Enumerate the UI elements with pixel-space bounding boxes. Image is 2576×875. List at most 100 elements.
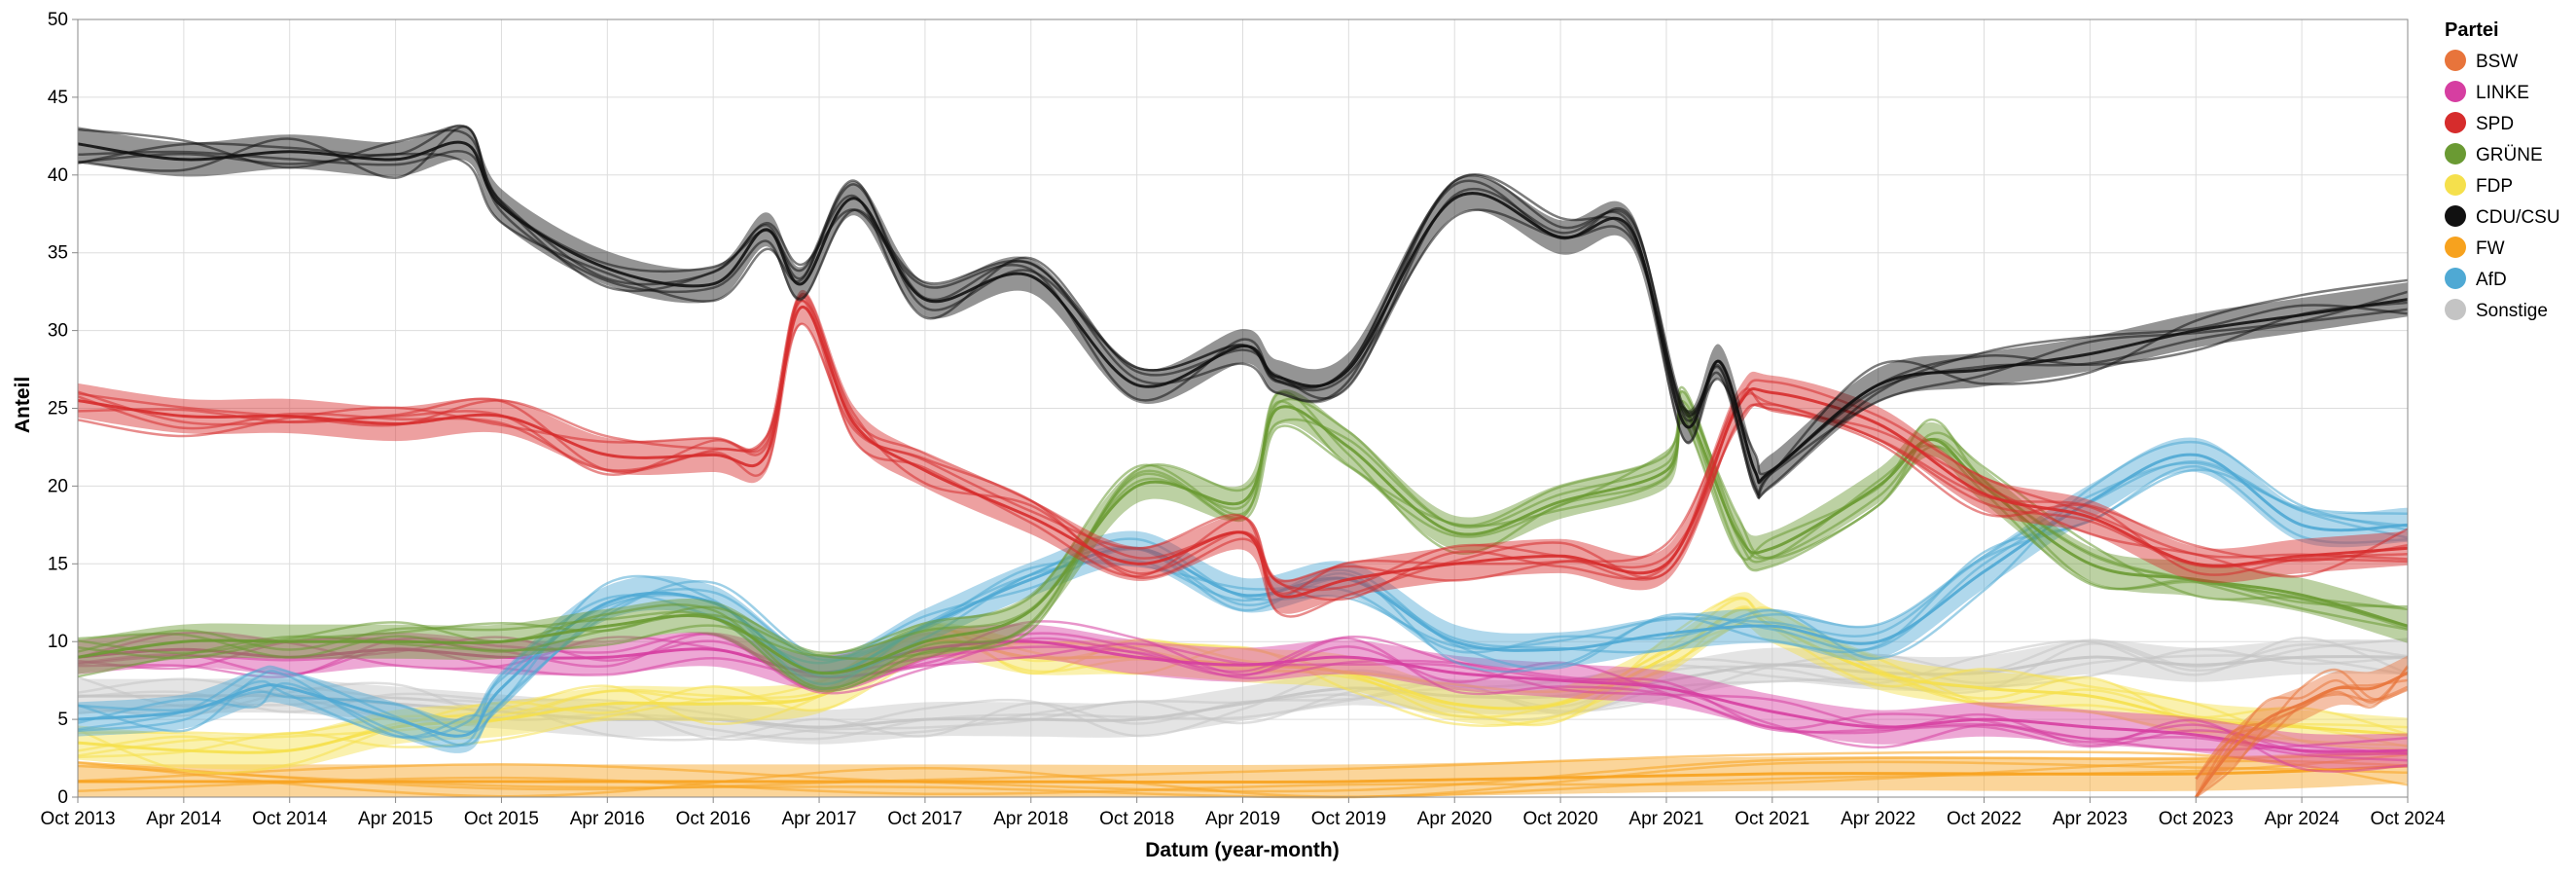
y-tick-label: 20	[48, 476, 68, 496]
y-tick-label: 30	[48, 321, 68, 342]
legend-item-linke: LINKE	[2445, 81, 2529, 103]
y-tick-label: 40	[48, 165, 68, 186]
y-tick-label: 5	[57, 710, 68, 730]
x-tick-label: Apr 2016	[570, 809, 645, 829]
y-tick-label: 50	[48, 10, 68, 30]
x-tick-label: Oct 2021	[1735, 809, 1809, 829]
x-tick-label: Oct 2016	[676, 809, 751, 829]
legend-item-fdp: FDP	[2445, 174, 2513, 197]
legend-label: AfD	[2476, 270, 2507, 290]
legend-item-afd: AfD	[2445, 268, 2507, 290]
legend-swatch	[2445, 268, 2466, 289]
series-line-bsw	[2195, 666, 2409, 798]
x-tick-label: Apr 2018	[993, 809, 1068, 829]
x-tick-label: Apr 2015	[358, 809, 433, 829]
legend-item-sonstige: Sonstige	[2445, 299, 2548, 321]
x-axis-title: Datum (year-month)	[1145, 839, 1340, 861]
legend-label: FW	[2476, 238, 2505, 259]
legend-swatch	[2445, 112, 2466, 133]
y-tick-label: 15	[48, 554, 68, 574]
legend-label: CDU/CSU	[2476, 207, 2560, 228]
series-line-linke	[77, 620, 2409, 773]
legend-swatch	[2445, 174, 2466, 196]
legend-swatch	[2445, 81, 2466, 102]
x-tick-label: Oct 2024	[2370, 809, 2446, 829]
series-mean-fw	[78, 764, 2409, 784]
series-line-sonstige	[77, 638, 2409, 741]
x-tick-label: Oct 2023	[2159, 809, 2234, 829]
x-tick-label: Oct 2017	[887, 809, 962, 829]
y-tick-label: 35	[48, 243, 68, 264]
series-band-gr-ne	[78, 389, 2408, 691]
series-line-fw	[77, 759, 2409, 796]
legend-swatch	[2445, 143, 2466, 164]
legend-label: SPD	[2476, 114, 2514, 134]
series-line-gr-ne	[77, 397, 2409, 678]
legend-item-gr-ne: GRÜNE	[2445, 143, 2543, 165]
series-line-gr-ne	[77, 385, 2409, 690]
series-mean-linke	[77, 639, 2409, 753]
series-cdu-csu	[77, 124, 2409, 500]
legend-label: FDP	[2476, 176, 2513, 197]
legend-label: BSW	[2476, 52, 2518, 72]
legend-label: Sonstige	[2476, 301, 2548, 321]
y-tick-label: 45	[48, 88, 68, 108]
legend-label: GRÜNE	[2476, 145, 2543, 165]
series-spd	[77, 289, 2409, 618]
legend-label: LINKE	[2476, 83, 2529, 103]
x-tick-label: Apr 2020	[1417, 809, 1492, 829]
series-layer	[77, 124, 2409, 799]
legend: BSW LINKE SPD GRÜNE FDP CDU/CSU FW AfD Sonstige	[2445, 50, 2560, 321]
x-tick-label: Oct 2019	[1311, 809, 1386, 829]
series-mean-afd	[77, 453, 2409, 738]
plot-frame	[77, 18, 2409, 798]
series-band-spd	[78, 289, 2408, 614]
x-tick-label: Apr 2019	[1205, 809, 1280, 829]
x-tick-label: Oct 2018	[1099, 809, 1174, 829]
y-tick-label: 0	[57, 787, 68, 808]
legend-swatch	[2445, 50, 2466, 71]
series-gr-ne	[77, 385, 2409, 693]
series-line-bsw	[2195, 678, 2409, 780]
series-line-spd	[77, 322, 2409, 583]
legend-swatch	[2445, 205, 2466, 227]
series-line-afd	[77, 440, 2409, 748]
series-line-spd	[77, 295, 2409, 618]
x-tick-label: Oct 2020	[1523, 809, 1598, 829]
series-band-fw	[78, 748, 2408, 798]
x-tick-label: Apr 2024	[2265, 809, 2341, 829]
legend-swatch	[2445, 237, 2466, 258]
x-tick-label: Apr 2023	[2053, 809, 2128, 829]
legend-item-fw: FW	[2445, 237, 2505, 259]
x-tick-label: Apr 2014	[146, 809, 222, 829]
series-line-spd	[77, 299, 2409, 596]
x-tick-label: Apr 2021	[1628, 809, 1703, 829]
series-mean-cdu-csu	[77, 140, 2409, 485]
series-line-cdu-csu	[77, 152, 2409, 484]
x-tick-label: Apr 2022	[1841, 809, 1915, 829]
legend-title: Partei	[2445, 19, 2499, 41]
axes: 0 5 10 15 20 25 30 35 40 45 50 Oct 2013 Apr 2014 Oct …	[40, 10, 2446, 829]
legend-item-spd: SPD	[2445, 112, 2514, 134]
y-tick-label: 25	[48, 399, 68, 419]
x-tick-label: Oct 2014	[252, 809, 328, 829]
legend-item-bsw: BSW	[2445, 50, 2518, 72]
y-tick-label: 10	[48, 632, 68, 652]
series-mean-sonstige	[78, 655, 2409, 729]
series-mean-spd	[77, 306, 2409, 599]
series-line-sonstige	[77, 638, 2409, 738]
x-tick-label: Oct 2013	[40, 809, 115, 829]
legend-item-cdu-csu: CDU/CSU	[2445, 205, 2560, 228]
legend-swatch	[2445, 299, 2466, 320]
series-line-afd	[77, 465, 2409, 740]
y-axis-title: Anteil	[12, 377, 34, 433]
x-tick-label: Oct 2022	[1947, 809, 2021, 829]
series-line-sonstige	[77, 647, 2409, 742]
series-line-fw	[77, 750, 2409, 793]
series-bsw	[2195, 655, 2409, 798]
series-line-fw	[77, 750, 2409, 791]
series-mean-gr-ne	[77, 405, 2409, 675]
series-mean-bsw	[2195, 671, 2409, 798]
